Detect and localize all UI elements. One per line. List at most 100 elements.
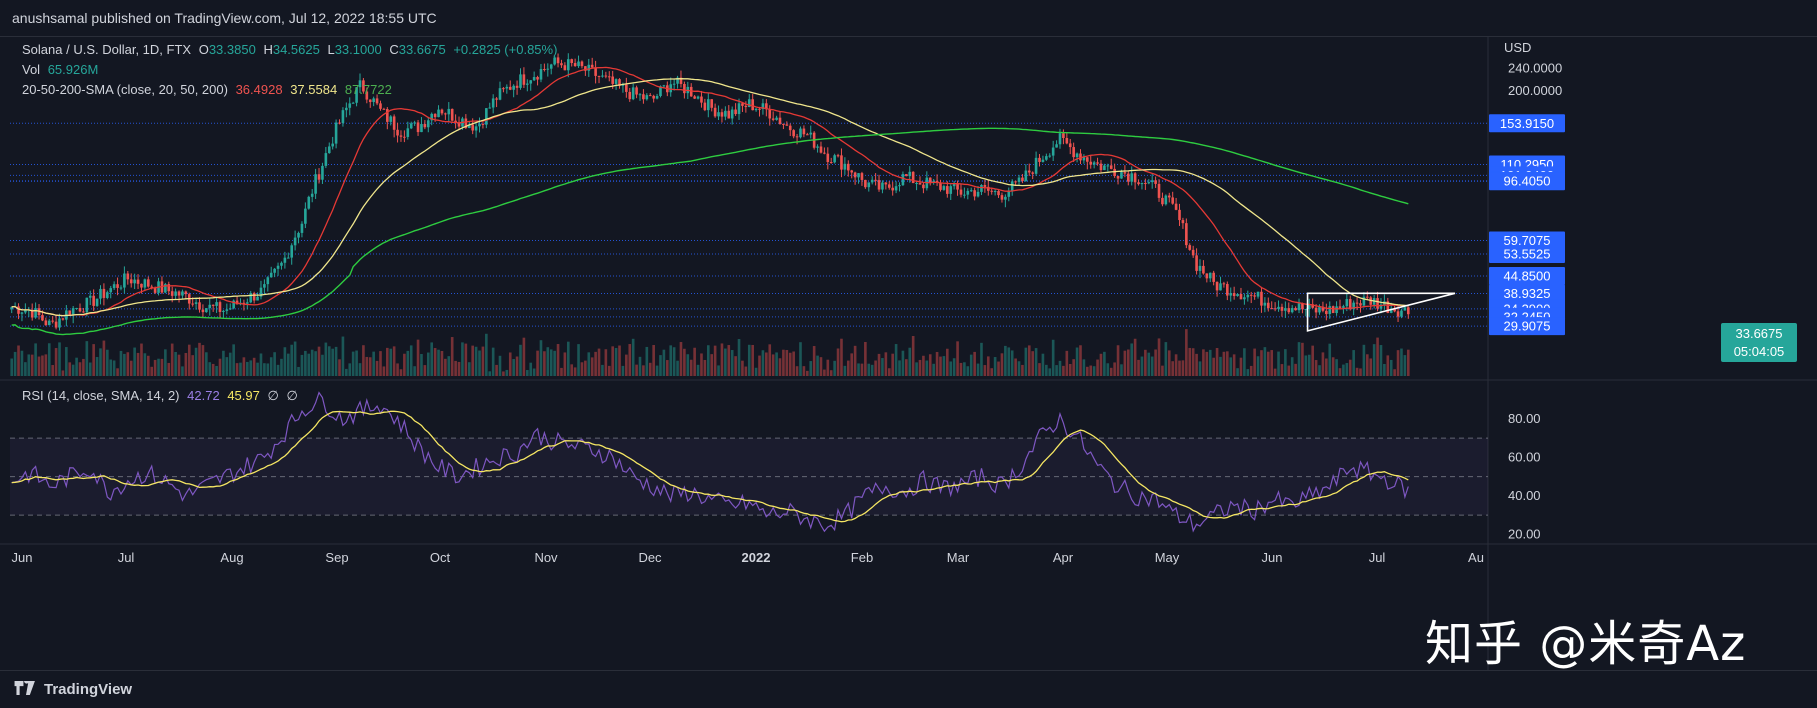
candle-body-86 — [304, 208, 307, 224]
volume-bar-408 — [1403, 355, 1407, 376]
candle-body-306 — [1055, 144, 1058, 148]
level-tag-0: 153.9150 — [1500, 116, 1554, 131]
candle-body-130 — [454, 120, 457, 123]
volume-bar-288 — [993, 357, 997, 376]
volume-bar-370 — [1273, 368, 1277, 376]
volume-bar-364 — [1253, 348, 1256, 376]
candle-body-164 — [570, 59, 574, 64]
volume-bar-255 — [881, 358, 884, 376]
level-tag-bg-6 — [1489, 245, 1565, 264]
candle-body-405 — [1393, 308, 1396, 312]
rsi-tick-2: 40.00 — [1508, 488, 1541, 503]
volume-bar-186 — [645, 346, 649, 376]
volume-bar-173 — [601, 364, 604, 376]
volume-bar-397 — [1366, 354, 1369, 376]
rsi-tick-0: 80.00 — [1508, 411, 1541, 426]
volume-bar-47 — [170, 343, 174, 376]
candle-body-264 — [911, 171, 915, 184]
candle-body-397 — [1366, 296, 1369, 298]
volume-bar-208 — [720, 343, 724, 376]
candle-body-396 — [1362, 296, 1366, 306]
candle-body-346 — [1191, 249, 1195, 256]
volume-bar-213 — [737, 339, 741, 376]
volume-bar-116 — [406, 350, 410, 376]
candle-body-245 — [846, 163, 850, 171]
candle-body-123 — [430, 113, 434, 121]
volume-bar-291 — [1004, 345, 1007, 376]
candle-body-149 — [519, 74, 522, 88]
candle-body-287 — [990, 190, 994, 192]
candle-body-276 — [952, 183, 956, 187]
candle-body-315 — [1086, 157, 1089, 162]
volume-bar-134 — [467, 362, 471, 376]
price-chart-svg[interactable]: 240.0000200.0000USD153.9150110.2950101.0… — [0, 36, 1817, 670]
tradingview-brand[interactable]: TradingView — [14, 681, 132, 698]
candle-body-246 — [850, 170, 854, 173]
volume-bar-384 — [1321, 352, 1325, 376]
candle-body-36 — [133, 279, 136, 284]
volume-bar-322 — [1109, 367, 1113, 376]
candle-body-328 — [1130, 173, 1134, 182]
volume-bar-110 — [386, 347, 389, 376]
volume-bar-296 — [1021, 364, 1024, 376]
candle-body-409 — [1406, 307, 1410, 315]
candle-body-111 — [389, 116, 393, 122]
volume-bar-270 — [932, 363, 935, 376]
candle-body-291 — [1004, 196, 1007, 200]
volume-bar-113 — [396, 363, 399, 376]
chart-area[interactable]: 240.0000200.0000USD153.9150110.2950101.0… — [0, 36, 1817, 670]
candle-body-351 — [1208, 272, 1212, 279]
volume-bar-336 — [1157, 338, 1161, 376]
volume-bar-246 — [850, 353, 854, 376]
volume-bar-34 — [126, 352, 130, 376]
candle-body-39 — [143, 279, 147, 288]
volume-bar-177 — [614, 348, 618, 376]
volume-bar-199 — [689, 359, 693, 376]
time-label-7: 2022 — [742, 550, 771, 565]
volume-bar-79 — [280, 358, 283, 376]
publisher-text: anushsamal published on TradingView.com,… — [12, 10, 437, 26]
volume-bar-40 — [146, 355, 150, 376]
volume-bar-223 — [771, 354, 775, 376]
volume-bar-44 — [160, 358, 164, 376]
volume-bar-22 — [85, 341, 89, 376]
volume-bar-347 — [1195, 353, 1198, 376]
volume-bar-358 — [1232, 354, 1236, 376]
candle-body-324 — [1116, 176, 1120, 179]
candle-body-279 — [963, 194, 966, 196]
candle-body-389 — [1338, 306, 1342, 308]
candle-body-274 — [946, 186, 949, 194]
candle-body-394 — [1355, 302, 1359, 304]
candle-body-99 — [348, 103, 352, 108]
candle-body-94 — [331, 143, 334, 147]
volume-bar-297 — [1024, 347, 1028, 376]
volume-bar-95 — [334, 346, 338, 376]
candle-body-49 — [177, 291, 181, 296]
candle-body-194 — [672, 83, 676, 85]
volume-bar-206 — [713, 345, 717, 376]
volume-bar-149 — [519, 344, 522, 376]
volume-bar-219 — [758, 355, 761, 376]
volume-bar-233 — [806, 370, 809, 376]
volume-bar-310 — [1068, 364, 1072, 376]
candle-body-151 — [526, 83, 529, 85]
candle-body-187 — [648, 95, 652, 97]
candle-body-383 — [1318, 306, 1321, 313]
volume-bar-388 — [1335, 359, 1338, 376]
volume-bar-343 — [1181, 360, 1185, 376]
volume-bar-124 — [433, 348, 437, 376]
candle-body-116 — [406, 128, 410, 137]
change-value: +0.2825 (+0.85%) — [453, 42, 558, 57]
candle-body-303 — [1045, 156, 1048, 160]
volume-bar-266 — [918, 359, 922, 376]
candle-body-374 — [1287, 308, 1291, 313]
volume-bar-367 — [1263, 347, 1267, 376]
volume-bar-345 — [1188, 347, 1192, 376]
volume-bar-142 — [495, 364, 498, 376]
candle-body-171 — [594, 67, 597, 76]
volume-bar-8 — [37, 356, 41, 376]
candle-body-272 — [939, 182, 942, 190]
volume-bar-286 — [986, 356, 990, 376]
volume-bar-341 — [1174, 354, 1178, 376]
candle-body-289 — [997, 191, 1000, 196]
